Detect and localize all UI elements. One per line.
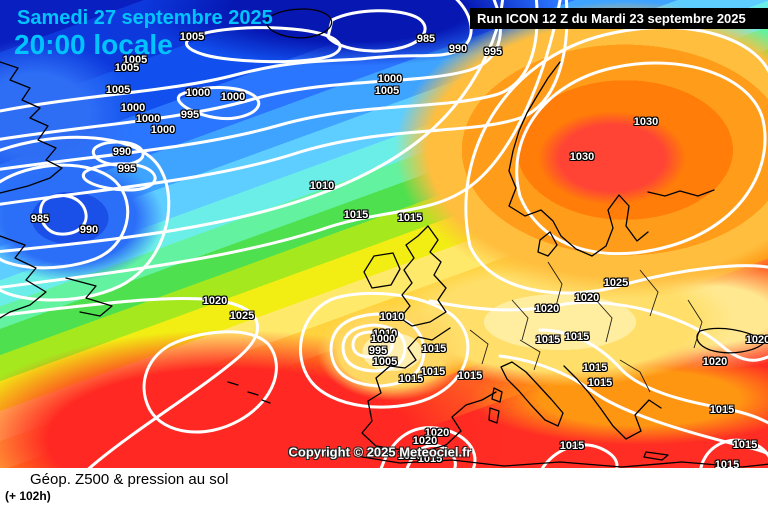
isobar-label: 990 — [79, 224, 99, 236]
valid-date-text: Samedi 27 septembre 2025 — [17, 7, 273, 29]
isobar-label: 1005 — [122, 54, 148, 66]
isobar-label: 1000 — [150, 124, 176, 136]
isobar-label: 995 — [117, 163, 137, 175]
isobar-label: 1020 — [574, 292, 600, 304]
isobar-label: 1000 — [220, 91, 246, 103]
isobar-label: 985 — [30, 213, 50, 225]
footer-bar: Géop. Z500 & pression au sol (+ 102h) 49… — [0, 468, 768, 512]
isobar-label: 1005 — [372, 356, 398, 368]
isobar-label: 1005 — [179, 31, 205, 43]
isobar-label: 1015 — [457, 370, 483, 382]
isobar-label: 995 — [180, 109, 200, 121]
isobar-label: 1015 — [714, 459, 740, 468]
isobar-label: 1000 — [120, 102, 146, 114]
isobar-label: 1010 — [379, 311, 405, 323]
isobar-label: 1020 — [202, 295, 228, 307]
forecast-lead-time: (+ 102h) — [5, 489, 51, 503]
isobar-label: 1015 — [417, 453, 443, 465]
model-run-banner: Run ICON 12 Z du Mardi 23 septembre 2025 — [470, 8, 768, 29]
isobar-label: 1000 — [135, 113, 161, 125]
isobar-label: 1025 — [603, 277, 629, 289]
isobar-label: 1030 — [633, 116, 659, 128]
isobar-label: 1015 — [343, 209, 369, 221]
isobar-label: 1020 — [424, 427, 450, 439]
isobar-label: 1015 — [732, 439, 758, 451]
isobar-label: 1000 — [370, 333, 396, 345]
isobar-label: 1015 — [398, 373, 424, 385]
isobar-label: 1015 — [587, 377, 613, 389]
map-parameter-title: Géop. Z500 & pression au sol — [30, 471, 229, 488]
isobar-label: 1015 — [421, 343, 447, 355]
country-borders — [469, 261, 703, 393]
isobar-label: 1015 — [397, 212, 423, 224]
isobar-label: 1020 — [745, 334, 768, 346]
isobar-label: 1015 — [564, 331, 590, 343]
isobar-label: 1000 — [185, 87, 211, 99]
isobar-label: 1030 — [569, 151, 595, 163]
isobar-label: 1015 — [535, 334, 561, 346]
isobar-label: 1010 — [309, 180, 335, 192]
isobar-label: 995 — [368, 345, 388, 357]
geopotential-pressure-map: 1005 1005 1005 1005 1000 1000 1000 1000 1000 995 9… — [0, 0, 768, 468]
isobar-label: 1025 — [229, 310, 255, 322]
isobar-label: 1005 — [374, 85, 400, 97]
isobar-label: 1020 — [412, 435, 438, 447]
valid-time-text: 20:00 locale — [14, 29, 173, 60]
copyright-text: Copyright © 2025 Meteociel.fr — [288, 444, 472, 460]
isobar-label: 1020 — [397, 450, 423, 462]
isobar-label: 1005 — [105, 84, 131, 96]
isobar-label: 1015 — [582, 362, 608, 374]
isobar-label: 1005 — [114, 62, 140, 74]
isobar-label: 985 — [416, 33, 436, 45]
coastlines — [0, 8, 768, 468]
isobar-label: 1015 — [559, 440, 585, 452]
isobar-label: 1020 — [702, 356, 728, 368]
isobar-label: 1020 — [534, 303, 560, 315]
isobar-label: 1015 — [420, 366, 446, 378]
map-graphics — [0, 0, 768, 468]
isobar-label: 990 — [448, 43, 468, 55]
isobar-label: 1000 — [377, 73, 403, 85]
isobar-contours — [0, 0, 768, 468]
isobar-label: 990 — [112, 146, 132, 158]
isobar-label: 1010 — [372, 328, 398, 340]
isobar-label: 995 — [483, 46, 503, 58]
isobar-label: 1015 — [709, 404, 735, 416]
